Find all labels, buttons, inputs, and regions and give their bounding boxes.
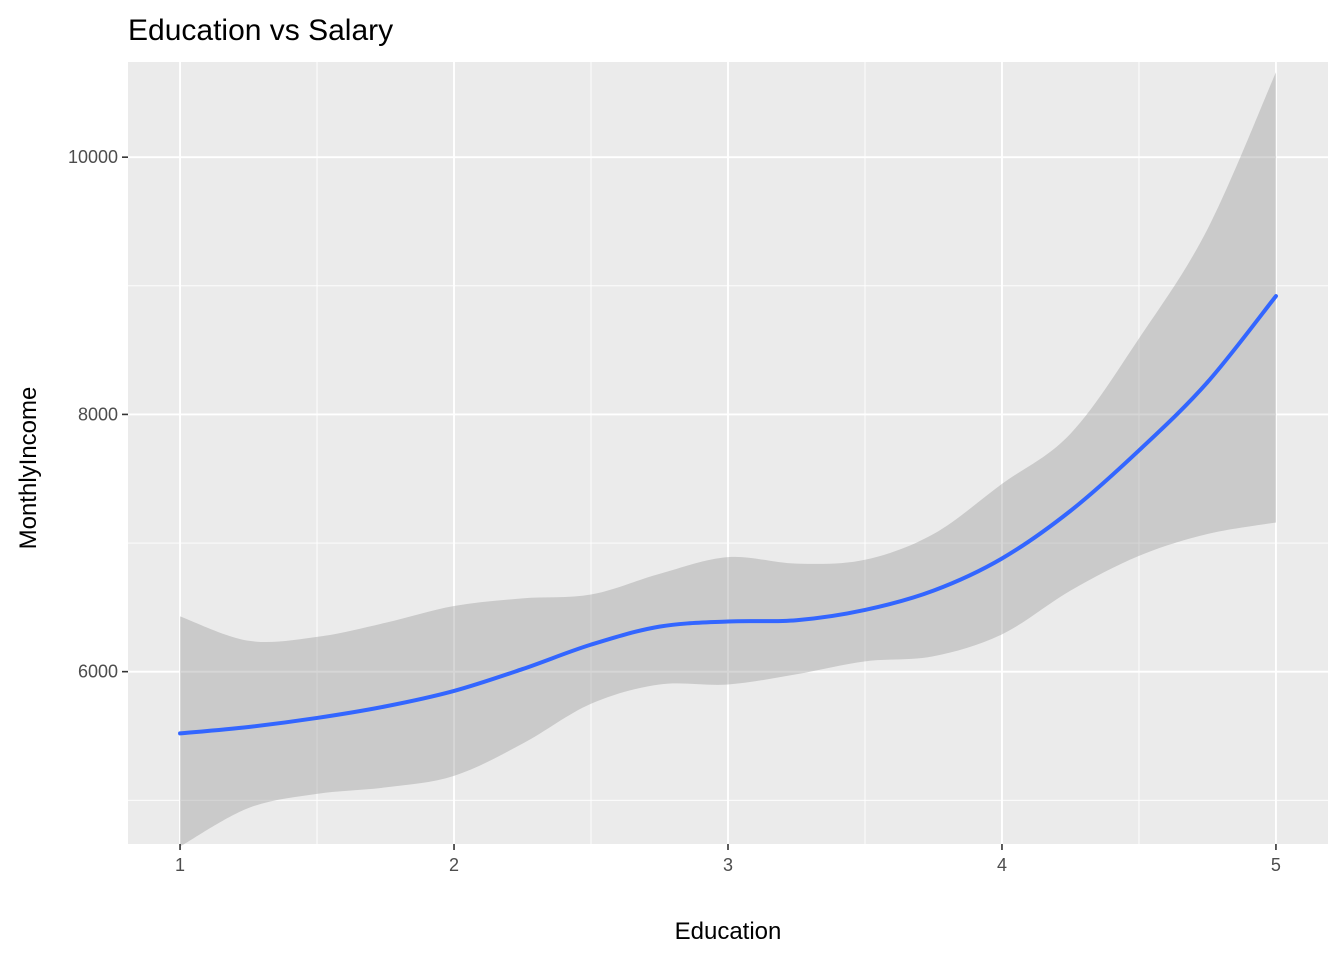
- y-tick-label: 6000: [78, 662, 118, 682]
- x-tick-label: 1: [175, 855, 185, 875]
- y-axis: 6000 8000 10000: [68, 147, 128, 682]
- confidence-ribbon: [180, 72, 1276, 847]
- smooth-line: [178, 294, 1278, 736]
- chart-title: Education vs Salary: [128, 14, 393, 47]
- x-tick-label: 4: [997, 855, 1007, 875]
- x-tick-label: 5: [1271, 855, 1281, 875]
- x-tick-label: 3: [723, 855, 733, 875]
- y-tick-label: 8000: [78, 404, 118, 424]
- x-axis: 1 2 3 4 5: [175, 844, 1281, 875]
- x-axis-title: Education: [675, 918, 782, 945]
- x-tick-label: 2: [449, 855, 459, 875]
- y-tick-label: 10000: [68, 147, 118, 167]
- grid-major: [128, 62, 1328, 844]
- y-axis-title: MonthlyIncome: [15, 387, 42, 550]
